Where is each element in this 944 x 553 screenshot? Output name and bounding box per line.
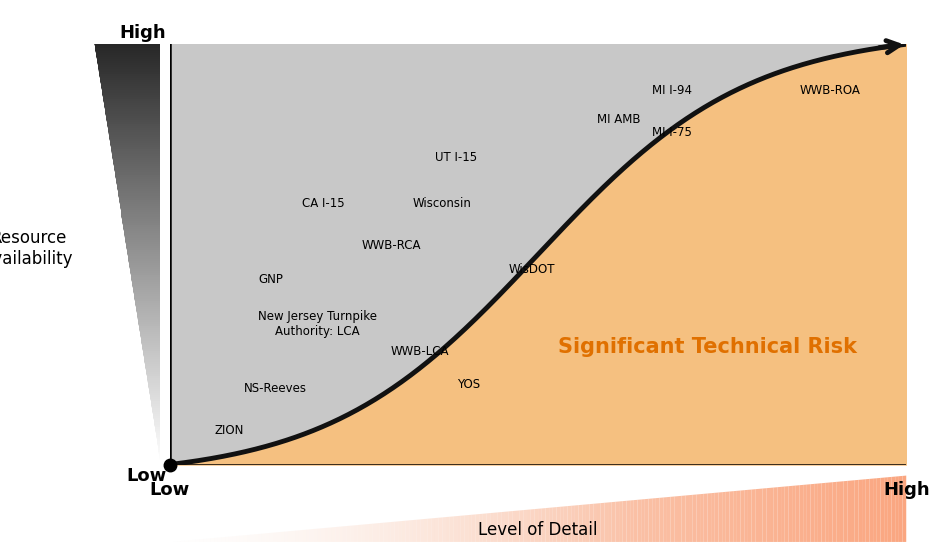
Text: New Jersey Turnpike
Authority: LCA: New Jersey Turnpike Authority: LCA — [259, 310, 378, 338]
Text: WWB-ROA: WWB-ROA — [800, 84, 860, 97]
Text: MI AMB: MI AMB — [597, 113, 640, 127]
Text: Level of Detail: Level of Detail — [479, 521, 598, 539]
Text: High: High — [120, 24, 166, 42]
Text: Significant Technical Risk: Significant Technical Risk — [558, 337, 857, 357]
Text: GNP: GNP — [259, 273, 283, 286]
Text: UT I-15: UT I-15 — [435, 151, 477, 164]
Text: Low: Low — [150, 481, 190, 499]
Text: Resource
Availability: Resource Availability — [0, 229, 74, 268]
Text: WWB-LCA: WWB-LCA — [391, 345, 449, 358]
Text: CA I-15: CA I-15 — [302, 197, 346, 211]
Text: Wisconsin: Wisconsin — [413, 197, 472, 211]
Text: High: High — [883, 481, 930, 499]
Text: Low: Low — [126, 467, 166, 484]
Text: MI I-75: MI I-75 — [652, 126, 692, 139]
Text: WisDOT: WisDOT — [509, 263, 555, 275]
Text: WWB-RCA: WWB-RCA — [362, 239, 421, 253]
Text: MI I-94: MI I-94 — [652, 84, 692, 97]
Text: ZION: ZION — [214, 424, 244, 437]
Text: YOS: YOS — [457, 378, 480, 391]
Text: NS-Reeves: NS-Reeves — [244, 382, 307, 395]
